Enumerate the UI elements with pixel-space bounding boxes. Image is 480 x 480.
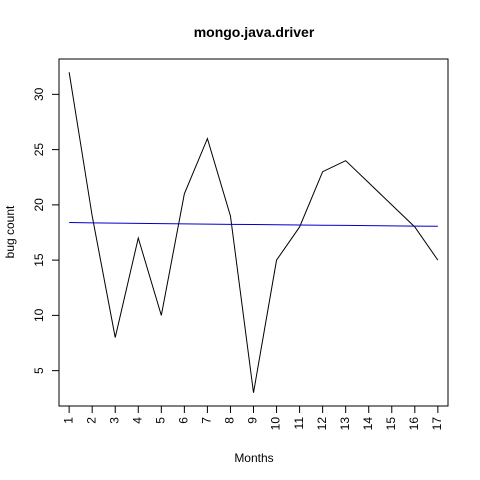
x-axis-label: Months [234, 451, 273, 465]
x-tick-label-6: 6 [177, 417, 191, 424]
series-line-bug-count [68, 72, 439, 393]
series-line-trend [69, 222, 438, 227]
x-tick-label-16: 16 [407, 417, 421, 431]
y-tick-label-10: 10 [32, 308, 46, 322]
x-tick-label-13: 13 [338, 417, 352, 431]
y-tick-label-20: 20 [32, 198, 46, 212]
x-tick-label-4: 4 [130, 417, 144, 424]
x-tick-label-3: 3 [107, 417, 121, 424]
x-tick-label-8: 8 [223, 417, 237, 424]
chart-title: mongo.java.driver [194, 24, 315, 40]
y-tick-label-5: 5 [32, 367, 46, 374]
x-tick-label-11: 11 [292, 417, 306, 430]
x-tick-label-14: 14 [361, 417, 375, 431]
y-tick-label-30: 30 [32, 87, 46, 101]
x-tick-label-1: 1 [61, 417, 75, 424]
y-axis-label: bug count [3, 205, 17, 258]
y-tick-label-25: 25 [32, 143, 46, 157]
x-axis: 1 2 3 4 5 6 7 8 9 10 11 12 13 14 15 16 17 [61, 406, 444, 430]
y-axis: 5 10 15 20 25 30 [32, 87, 59, 374]
x-tick-label-17: 17 [430, 417, 444, 431]
plot-frame [58, 58, 449, 407]
x-tick-label-5: 5 [153, 417, 167, 424]
x-tick-label-9: 9 [246, 417, 260, 424]
x-tick-label-7: 7 [200, 417, 214, 424]
x-tick-label-10: 10 [269, 417, 283, 431]
x-tick-label-12: 12 [315, 417, 329, 431]
x-tick-label-15: 15 [384, 417, 398, 431]
x-tick-label-2: 2 [84, 417, 98, 424]
series-layer [68, 72, 439, 393]
y-tick-label-15: 15 [32, 253, 46, 267]
